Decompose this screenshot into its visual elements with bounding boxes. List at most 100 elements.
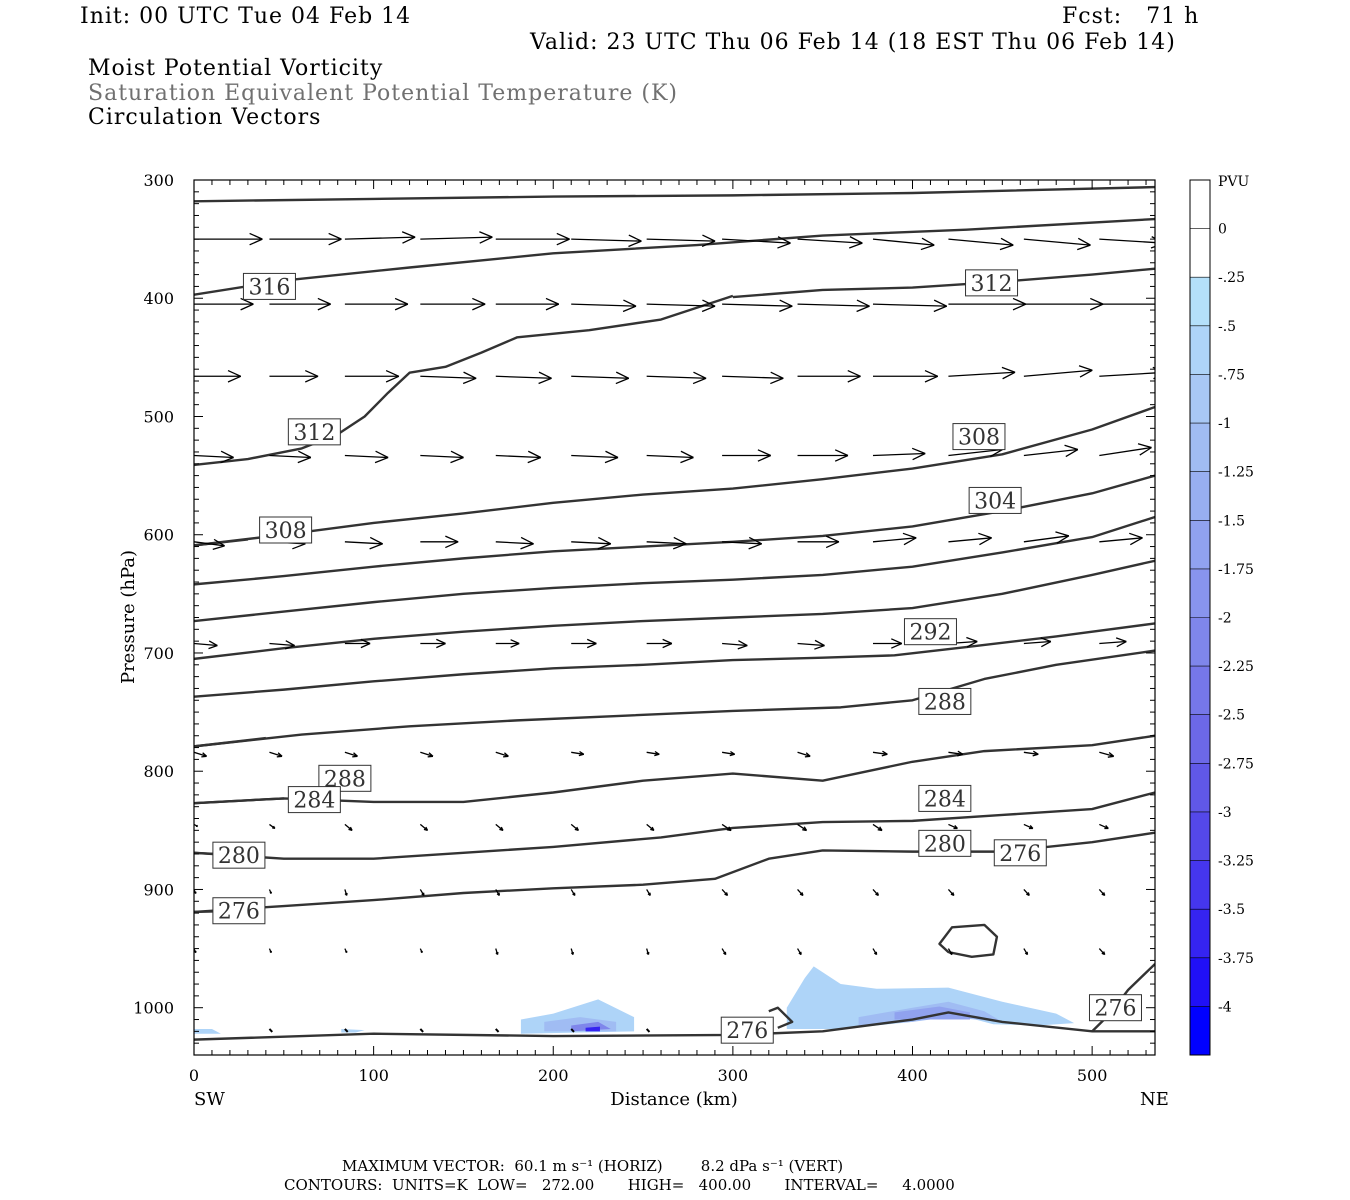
colorbar-level-label: -.5 [1218, 319, 1236, 335]
circulation-vector [1023, 444, 1079, 458]
circulation-vector [570, 948, 574, 956]
circulation-vector [268, 1028, 273, 1033]
forecast-hour: Fcst: 71 h [1062, 4, 1200, 29]
contour-label-box [968, 486, 1022, 514]
circulation-vector [420, 450, 464, 464]
circulation-vector [722, 640, 748, 650]
circulation-vector [344, 369, 400, 383]
circulation-vector [194, 297, 254, 311]
contour-label-box [903, 618, 957, 646]
y-tick-label: 300 [143, 171, 174, 190]
x-tick-label: 100 [358, 1066, 389, 1085]
circulation-vector [797, 535, 840, 549]
circulation-vector [194, 232, 263, 246]
circulation-vector [419, 948, 423, 954]
colorbar-swatch [1190, 471, 1210, 521]
circulation-vector [344, 889, 348, 896]
circulation-vector [495, 751, 509, 758]
contour-label: 280 [218, 844, 260, 869]
x-end-label-ne: NE [1140, 1089, 1169, 1110]
title-theta-es: Saturation Equivalent Potential Temperat… [88, 81, 678, 106]
y-tick-label: 400 [143, 289, 174, 308]
circulation-vector [344, 536, 383, 550]
contour-label: 288 [924, 690, 966, 715]
circulation-vector [344, 231, 416, 244]
circulation-vector [268, 889, 272, 894]
circulation-vector [420, 371, 477, 385]
y-tick-label: 500 [143, 407, 174, 426]
circulation-vector [646, 371, 707, 385]
colorbar-swatch [1190, 374, 1210, 424]
circulation-vector [646, 948, 650, 956]
x-tick-label: 500 [1077, 1066, 1108, 1085]
theta-contour-10 [194, 649, 1155, 748]
circulation-vector [1099, 637, 1127, 648]
circulation-vector [1023, 531, 1070, 544]
valid-time: Valid: 23 UTC Thu 06 Feb 14 (18 EST Thu … [530, 30, 1176, 55]
circulation-vector [571, 536, 612, 550]
contour-label: 276 [999, 842, 1041, 867]
circulation-vector [571, 299, 637, 313]
theta-contour-4 [194, 405, 1155, 547]
circulation-vector [495, 450, 542, 464]
circulation-vector [645, 1028, 651, 1033]
circulation-vector [1023, 823, 1034, 830]
circulation-vector [1023, 948, 1029, 956]
circulation-vector [721, 823, 732, 832]
y-tick-label: 700 [143, 644, 174, 663]
contour-label: 284 [924, 787, 966, 812]
circulation-vector [420, 297, 486, 311]
circulation-vector [722, 236, 791, 249]
circulation-vector [344, 948, 348, 954]
theta-contour-21 [768, 1006, 794, 1029]
colorbar-level-label: -.25 [1218, 270, 1245, 286]
contour-label: 312 [971, 272, 1013, 297]
circulation-vector [646, 299, 716, 313]
circulation-vector [269, 232, 342, 246]
circulation-vector [872, 948, 878, 956]
x-axis-label: Distance (km) [610, 1089, 737, 1110]
x-tick-label: 0 [189, 1066, 199, 1085]
pv-shade-4 [571, 1021, 611, 1032]
circulation-vector [268, 948, 272, 954]
circulation-vector [872, 237, 935, 251]
colorbar-swatch [1190, 277, 1210, 326]
contour-label: 292 [909, 621, 951, 646]
circulation-vector [495, 639, 520, 648]
circulation-vector [872, 369, 939, 383]
colorbar-level-label: -2 [1218, 611, 1232, 627]
circulation-vector [646, 750, 660, 757]
circulation-vector [194, 450, 234, 464]
circulation-vector [344, 638, 371, 649]
circulation-vector [420, 751, 434, 758]
contour-label: 304 [974, 489, 1016, 514]
y-axis-label: Pressure (hPa) [118, 550, 139, 684]
contour-label: 280 [924, 832, 966, 857]
circulation-vector [1023, 750, 1039, 757]
title-circulation: Circulation Vectors [88, 105, 322, 130]
theta-contour-0 [194, 185, 1155, 203]
circulation-vector [1023, 365, 1093, 378]
circulation-vector [344, 1028, 349, 1033]
colorbar-level-label: -3.75 [1218, 951, 1254, 967]
circulation-vector [1099, 751, 1115, 758]
colorbar-swatch [1190, 568, 1210, 618]
circulation-vector [570, 889, 576, 896]
contour-label-box [1088, 994, 1142, 1022]
colorbar-swatch [1190, 957, 1210, 1007]
contour-label-box [965, 269, 1019, 297]
circulation-vector [797, 751, 811, 758]
x-tick-label: 300 [718, 1066, 749, 1085]
circulation-vector [872, 638, 903, 649]
colorbar-level-label: -4 [1218, 999, 1232, 1015]
colorbar-level-label: -3.5 [1218, 902, 1245, 918]
circulation-vector [194, 640, 218, 650]
circulation-vector [947, 948, 953, 956]
y-tick-label: 1000 [133, 999, 174, 1018]
circulation-vector [1023, 297, 1104, 311]
contour-label: 276 [1094, 997, 1136, 1022]
circulation-vector [344, 450, 389, 464]
circulation-vector [797, 823, 808, 832]
colorbar-level-label: -1 [1218, 416, 1232, 432]
theta-contour-3 [194, 294, 734, 467]
